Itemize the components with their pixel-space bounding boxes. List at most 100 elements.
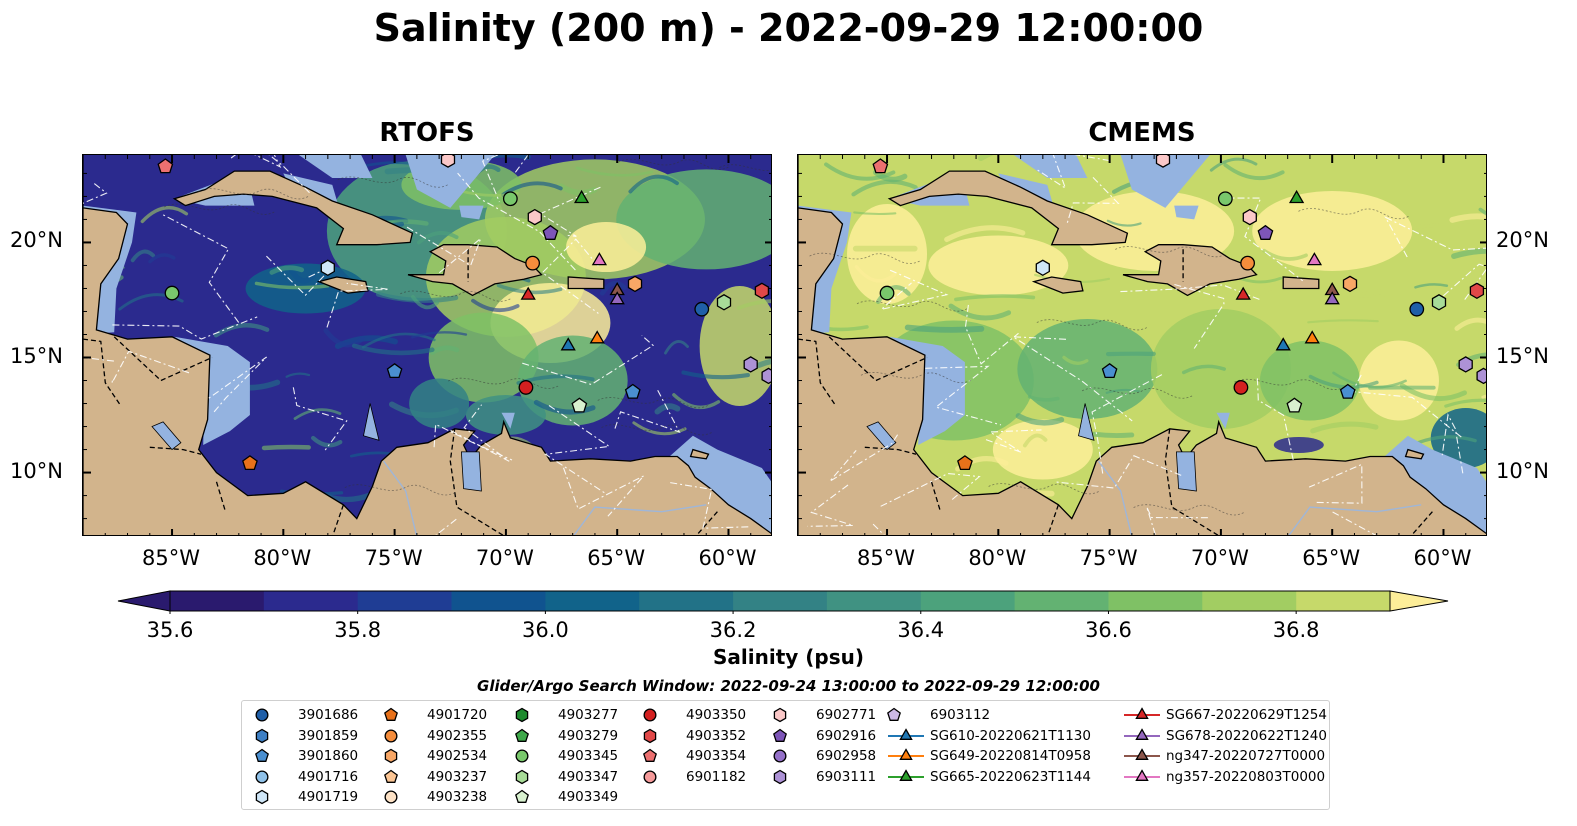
land-cuba	[887, 170, 1129, 246]
lake	[151, 421, 182, 451]
shallow-shelf	[501, 412, 515, 429]
legend-hexagon-icon	[384, 748, 398, 764]
legend-pentagon-icon	[515, 789, 529, 803]
bathymetry-contour	[1036, 319, 1147, 331]
legend-marker	[643, 708, 657, 722]
lon-tick-label: 85°W	[857, 546, 916, 570]
eez-boundary	[880, 269, 949, 310]
salinity-eddy	[672, 393, 721, 410]
river	[382, 460, 418, 535]
eez-boundary	[522, 335, 655, 386]
legend-marker	[515, 707, 529, 723]
salinity-eddy	[1414, 283, 1449, 289]
salinity-eddy	[388, 401, 460, 419]
legend-label: 4903279	[558, 727, 619, 744]
legend-hexagon-icon	[643, 728, 657, 743]
salinity-eddy	[430, 345, 460, 355]
bathymetry-contour	[988, 483, 1099, 495]
salinity-eddy	[756, 358, 771, 368]
salinity-eddy	[1091, 431, 1135, 439]
lake	[866, 421, 897, 451]
bathymetry-contour	[601, 424, 712, 436]
salinity-eddy	[681, 370, 750, 380]
main-title: Salinity (200 m) - 2022-09-29 12:00:00	[373, 6, 1204, 50]
platform-marker-6902771	[440, 155, 456, 168]
legend-triangle-icon	[899, 768, 913, 781]
rtofs-salinity-map[interactable]	[82, 154, 772, 536]
platform-marker-6903111	[743, 356, 758, 373]
platform-marker-4903345	[502, 191, 518, 207]
bathymetry-contour	[856, 300, 968, 312]
legend-marker	[888, 748, 924, 760]
bathymetry-contour	[197, 188, 309, 200]
salinity-eddy	[1451, 248, 1486, 259]
legend-label: ng357-20220803T0000	[1166, 768, 1326, 785]
salinity-eddy	[632, 421, 687, 436]
platform-marker-6902916	[542, 224, 559, 240]
salinity-eddy	[1106, 219, 1142, 227]
legend-label: 4903237	[427, 768, 488, 785]
salinity-patch	[517, 335, 628, 426]
legend-pentagon-icon	[384, 769, 398, 783]
platform-marker-SG678-20220622T1240	[609, 291, 625, 305]
legend-marker	[384, 769, 398, 783]
shallow-shelf	[1120, 155, 1210, 208]
shallow-shelf	[1013, 155, 1088, 178]
land-cuba	[172, 170, 414, 246]
lake	[1078, 403, 1095, 441]
lake	[460, 451, 482, 492]
lon-tick-label: 60°W	[698, 546, 757, 570]
legend-circle-icon	[384, 790, 398, 804]
legend-label: 3901686	[298, 707, 359, 723]
land-yucatan-small	[689, 448, 710, 460]
salinity-eddy	[1209, 157, 1258, 172]
salinity-eddy	[1262, 248, 1308, 261]
legend-circle-icon	[515, 749, 529, 763]
platform-marker-3901686	[1409, 301, 1425, 317]
eez-boundary	[1066, 177, 1120, 225]
legend-marker	[384, 729, 398, 742]
platform-marker-4903345	[879, 285, 895, 301]
eez-boundary	[879, 472, 981, 508]
bathymetry-contour	[1234, 378, 1345, 390]
bathymetry-contour	[860, 372, 972, 383]
eez-boundary	[562, 467, 645, 517]
legend-marker	[888, 768, 924, 781]
legend-label: 4903354	[686, 748, 747, 764]
salinity-eddy	[824, 162, 896, 181]
salinity-eddy	[269, 265, 305, 275]
country-border	[1164, 428, 1219, 535]
legend-label: 4903350	[686, 707, 747, 723]
platform-marker-4901720	[957, 455, 973, 471]
salinity-eddy	[533, 399, 596, 415]
bathymetry-contour	[164, 203, 275, 215]
lon-tick-label: 80°W	[968, 546, 1027, 570]
salinity-eddy	[851, 179, 918, 197]
salinity-eddy	[599, 280, 627, 296]
legend-hexagon-icon	[255, 728, 269, 743]
eez-boundary	[1056, 455, 1182, 489]
salinity-patch	[1252, 190, 1413, 271]
eez-boundary	[613, 389, 681, 433]
lon-tick-label: 70°W	[475, 546, 534, 570]
salinity-eddy	[1454, 317, 1486, 331]
lon-tick-label: 85°W	[142, 546, 201, 570]
country-border	[864, 446, 917, 455]
eez-boundary	[543, 405, 611, 494]
legend-label: SG678-20220622T1240	[1166, 727, 1327, 744]
salinity-eddy	[140, 205, 189, 224]
salinity-eddy	[736, 299, 771, 310]
salinity-patch	[409, 378, 470, 429]
cmems-salinity-map[interactable]	[797, 154, 1487, 536]
platform-marker-6902771	[527, 208, 542, 226]
platform-marker-4902355	[1240, 255, 1256, 271]
legend-marker	[643, 770, 657, 783]
colorbar-segment	[263, 591, 359, 611]
salinity-eddy	[411, 331, 468, 339]
salinity-eddy	[944, 225, 1026, 243]
eez-boundary	[111, 350, 190, 384]
legend-label: 6902771	[816, 707, 877, 723]
platform-marker-6903111	[1458, 356, 1473, 373]
lon-tick-label: 70°W	[1190, 546, 1249, 570]
legend-marker	[773, 749, 787, 763]
